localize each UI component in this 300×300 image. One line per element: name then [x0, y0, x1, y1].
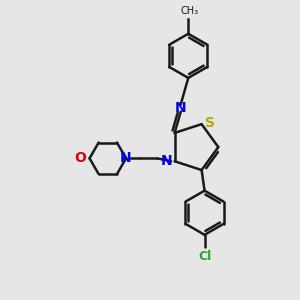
Text: CH₃: CH₃ — [181, 5, 199, 16]
Text: O: O — [74, 151, 86, 165]
Text: N: N — [175, 101, 187, 115]
Text: Cl: Cl — [198, 250, 211, 263]
Text: S: S — [205, 116, 215, 130]
Text: N: N — [160, 154, 172, 168]
Text: N: N — [120, 151, 132, 165]
